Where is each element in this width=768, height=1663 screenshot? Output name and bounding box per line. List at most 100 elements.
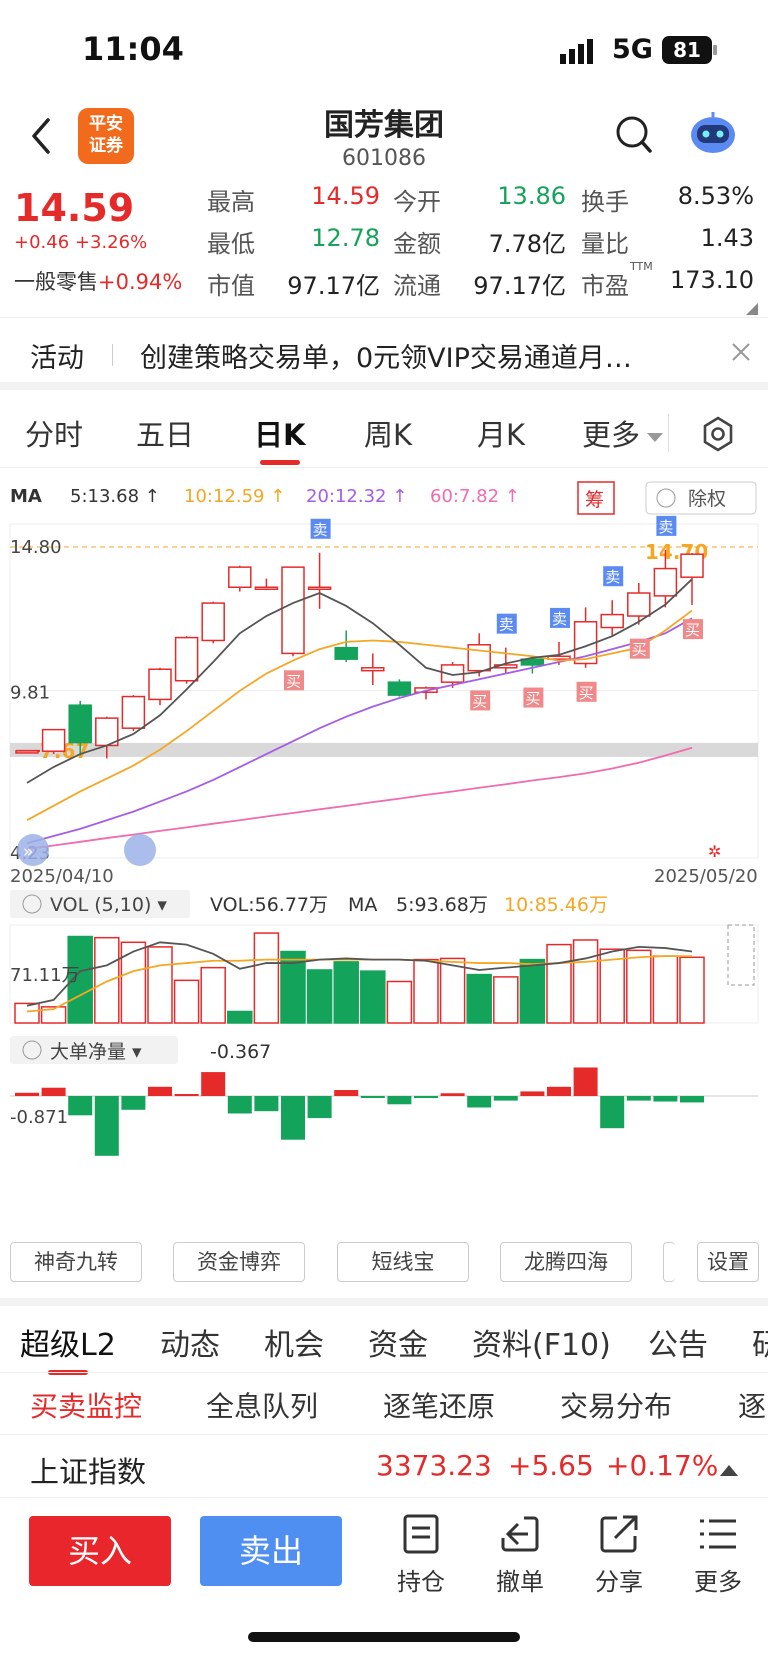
cancel-order-button[interactable]: 撤单	[480, 1512, 560, 1597]
sell-signal-label: 卖	[552, 610, 567, 628]
more-button[interactable]: 更多	[678, 1512, 758, 1597]
tool-button-nine-turn[interactable]: 神奇九转	[10, 1242, 142, 1282]
tool-button-dragon[interactable]: 龙腾四海	[500, 1242, 632, 1282]
vol-ma-label: MA	[348, 894, 377, 916]
volume-bar	[120, 941, 147, 1024]
flow-legend-chip	[10, 1036, 178, 1064]
tab-research[interactable]: 研	[752, 1328, 768, 1363]
sector-info[interactable]: 一般零售+0.94%	[14, 266, 182, 296]
sell-signal-mark	[310, 518, 331, 539]
tab-more[interactable]: 更多	[582, 418, 641, 452]
index-name: 上证指数	[30, 1455, 147, 1489]
flow-bar	[68, 1096, 93, 1116]
flow-bar	[493, 1096, 518, 1101]
gear-small-icon: ✲	[708, 842, 721, 861]
tab-daily-k[interactable]: 日K	[254, 418, 306, 452]
tab-five-day[interactable]: 五日	[136, 418, 195, 452]
nav-bar: 平安 证券 国芳集团 601086	[0, 100, 768, 180]
kline-chart[interactable]: MA 5:13.68 ↑ 10:12.59 ↑ 20:12.32 ↑ 60:7.82 ↑…	[0, 470, 768, 1240]
date-end: 2025/05/20	[654, 866, 758, 887]
tab-full-queue[interactable]: 全息队列	[206, 1390, 319, 1423]
ma60-line	[26, 746, 693, 850]
flow-bar	[201, 1072, 226, 1096]
index-percent: +0.17%	[606, 1449, 719, 1482]
candle-body	[174, 636, 199, 682]
flow-bar	[440, 1093, 465, 1096]
volume-bar	[413, 958, 439, 1024]
settings-button[interactable]: 设置	[697, 1242, 759, 1282]
active-tab-indicator	[260, 460, 300, 465]
search-icon[interactable]	[614, 114, 654, 160]
share-button[interactable]: 分享	[579, 1512, 659, 1597]
flow-bar	[387, 1096, 412, 1105]
tab-opportunity[interactable]: 机会	[264, 1328, 324, 1363]
tab-trade-monitor[interactable]: 买卖监控	[30, 1390, 143, 1423]
float-value: 97.17亿	[473, 272, 566, 300]
gear-icon[interactable]	[700, 416, 736, 456]
info-icon	[22, 894, 42, 914]
tab-trade-distribution[interactable]: 交易分布	[560, 1390, 673, 1423]
chevron-up-icon[interactable]	[720, 1461, 738, 1480]
flow-bar	[148, 1086, 172, 1096]
candle-body	[627, 592, 651, 617]
chip-distribution-button	[577, 481, 615, 515]
buy-button[interactable]: 买入	[29, 1516, 171, 1586]
tab-super-l2[interactable]: 超级L2	[20, 1328, 116, 1363]
volume-bar	[439, 957, 466, 1024]
back-icon[interactable]	[26, 114, 56, 162]
candle-body	[41, 728, 66, 752]
candle-body	[121, 695, 146, 729]
tool-button-fund-game[interactable]: 资金博弈	[173, 1242, 305, 1282]
volume-bar	[253, 932, 280, 1024]
volume-bar	[599, 948, 625, 1024]
robot-assistant-icon[interactable]	[688, 110, 738, 160]
vol-legend-label: VOL (5,10) ▾	[50, 894, 167, 916]
close-icon[interactable]	[731, 342, 751, 366]
volume-bar	[572, 939, 599, 1024]
tab-f10[interactable]: 资料(F10)	[472, 1328, 611, 1363]
flow-bar	[626, 1096, 651, 1101]
candle-body	[254, 586, 279, 591]
index-ticker[interactable]: 上证指数 3373.23 +5.65 +0.17%	[0, 1434, 768, 1498]
info-icon	[656, 488, 676, 508]
activity-text[interactable]: 创建策略交易单，0元领VIP交易通道月…	[140, 343, 632, 374]
adjust-button	[645, 481, 757, 515]
volume-bar	[94, 936, 120, 1024]
tool-button-short-line[interactable]: 短线宝	[337, 1242, 469, 1282]
battery-level: 81	[673, 38, 701, 62]
flow-bar	[307, 1096, 332, 1119]
tab-news[interactable]: 动态	[160, 1328, 220, 1363]
change-percent: +3.26%	[74, 232, 148, 253]
sell-signal-mark	[656, 515, 677, 536]
volume-bar	[519, 958, 546, 1024]
tab-next-partial[interactable]: 逐	[738, 1390, 767, 1423]
flow-value: -0.367	[210, 1041, 271, 1063]
open-label: 今开	[393, 188, 441, 216]
tab-intraday[interactable]: 分时	[25, 418, 84, 452]
tab-monthly-k[interactable]: 月K	[477, 418, 526, 452]
candle-body	[387, 681, 412, 696]
sell-signal-label: 卖	[313, 521, 328, 539]
sell-button[interactable]: 卖出	[200, 1516, 342, 1586]
activity-divider	[112, 344, 113, 366]
kline-chart-area[interactable]: MA 5:13.68 ↑ 10:12.59 ↑ 20:12.32 ↑ 60:7.82 ↑…	[0, 470, 768, 1280]
tab-tick-replay[interactable]: 逐笔还原	[383, 1390, 496, 1423]
pe-label: 市盈	[581, 272, 629, 300]
y-axis-top: 14.80	[10, 537, 62, 558]
mcap-label: 市值	[207, 272, 255, 300]
expand-corner-icon[interactable]	[746, 300, 758, 319]
position-button[interactable]: 持仓	[381, 1512, 461, 1597]
battery-icon: 81	[662, 36, 712, 64]
stock-name: 国芳集团	[324, 108, 444, 143]
tab-funds[interactable]: 资金	[368, 1328, 428, 1363]
activity-banner[interactable]: 活动 创建策略交易单，0元领VIP交易通道月…	[0, 320, 768, 390]
tab-announcements[interactable]: 公告	[648, 1328, 708, 1363]
volume-bar	[173, 979, 200, 1024]
flow-bar	[547, 1086, 571, 1096]
buy-signal-mark	[576, 681, 597, 702]
tool-button-partial[interactable]	[663, 1242, 675, 1282]
volume-bar	[493, 976, 519, 1024]
tab-weekly-k[interactable]: 周K	[364, 418, 413, 452]
flow-bar	[94, 1096, 119, 1156]
logo-line2: 证券	[89, 136, 123, 156]
